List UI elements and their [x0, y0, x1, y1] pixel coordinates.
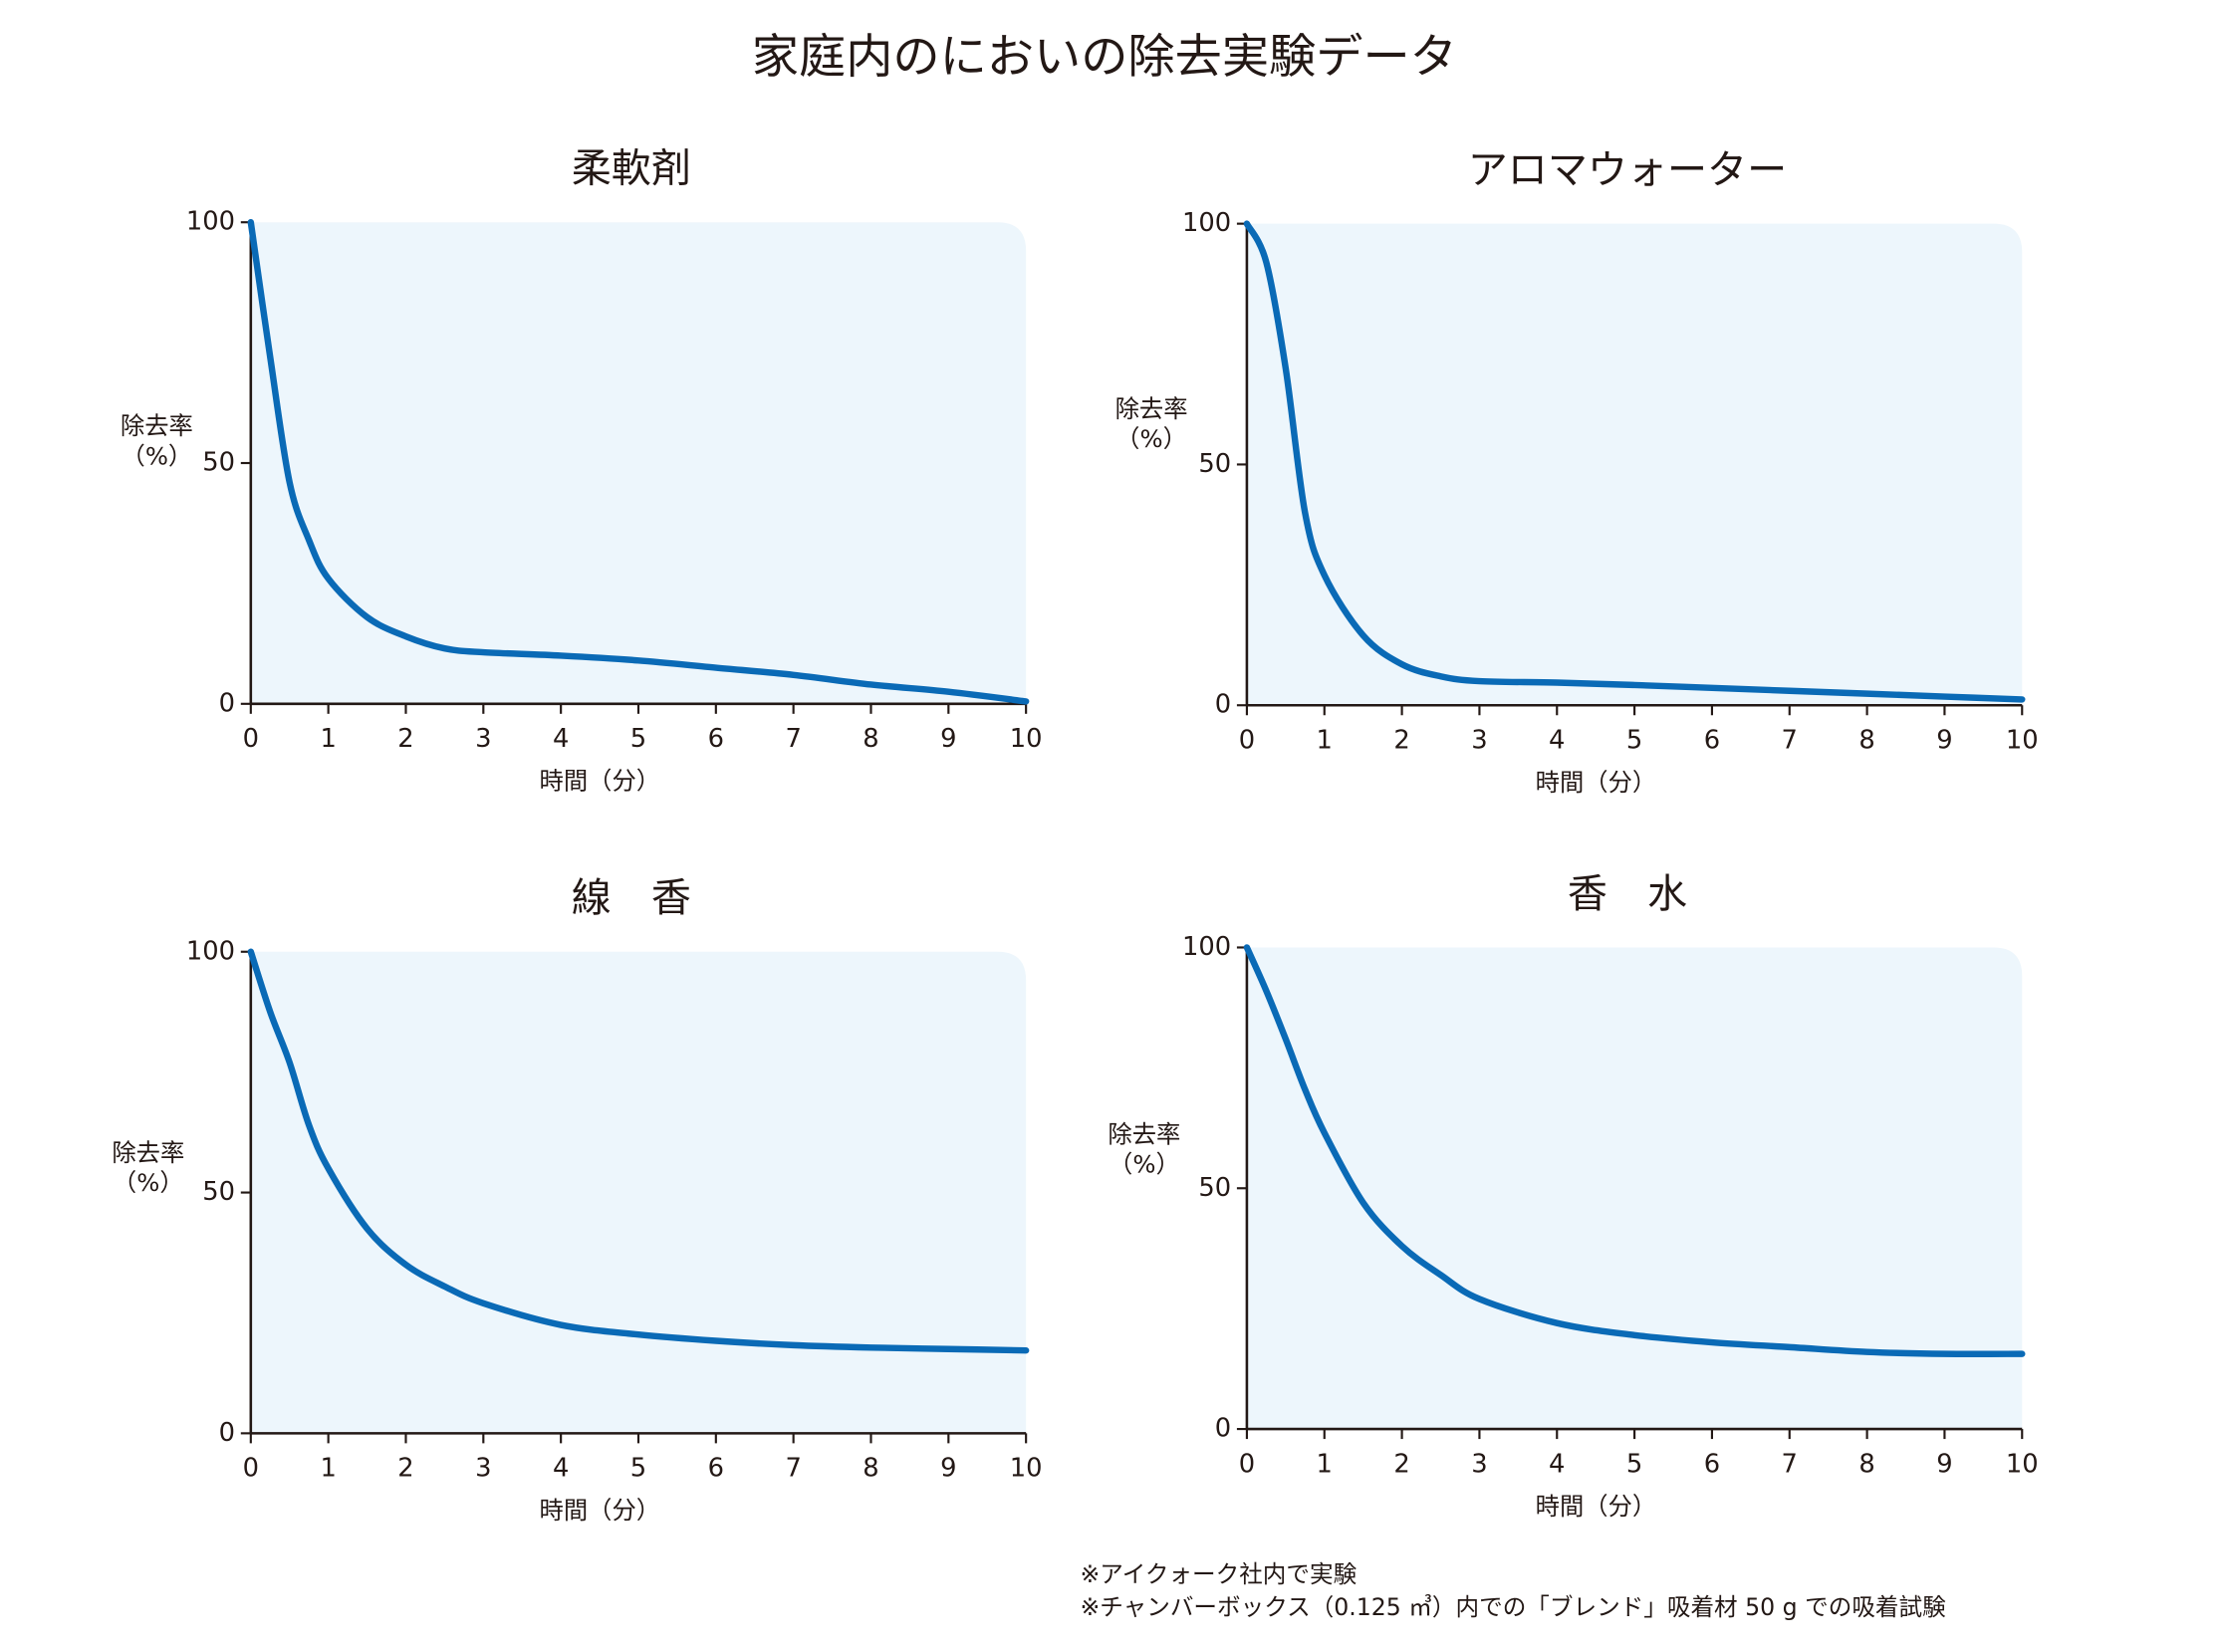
x-tick-label: 8 [863, 1454, 878, 1484]
x-tick-label: 5 [1626, 1449, 1642, 1479]
y-tick-label: 0 [1215, 690, 1231, 720]
y-axis-label: 除去率 [1115, 394, 1188, 423]
chart-title: 柔軟剤 [572, 146, 691, 192]
plot-area [1246, 223, 2023, 706]
y-axis-label: （%） [122, 441, 193, 470]
page-title: 家庭内のにおいの除去実験データ [752, 30, 1457, 85]
x-tick-label: 5 [1626, 726, 1642, 756]
note: ※チャンバーボックス（0.125 ㎥）内での「ブレンド」吸着材 50 g での吸… [1081, 1593, 1947, 1621]
x-tick-label: 3 [475, 724, 491, 754]
x-tick-label: 2 [397, 724, 413, 754]
y-tick-label: 100 [186, 207, 235, 237]
x-axis-label: 時間（分） [540, 1496, 661, 1525]
x-tick-label: 10 [1010, 1454, 1043, 1484]
x-tick-label: 3 [1471, 726, 1487, 756]
chart-title: 香 水 [1568, 871, 1687, 917]
line [1243, 220, 2026, 703]
x-tick-label: 1 [1317, 1449, 1333, 1479]
plot-area [250, 222, 1027, 704]
y-tick-label: 100 [1182, 208, 1231, 238]
x-tick-label: 5 [630, 724, 646, 754]
y-tick-label: 50 [1198, 449, 1231, 479]
x-tick-label: 7 [1782, 1449, 1798, 1479]
x-tick-label: 7 [1782, 726, 1798, 756]
y-tick-label: 50 [202, 448, 235, 478]
x-tick-label: 10 [2006, 726, 2039, 756]
chart-title: アロマウォーター [1468, 147, 1787, 193]
y-axis-label: （%） [113, 1168, 184, 1197]
plot-area [250, 951, 1027, 1434]
x-tick-label: 6 [708, 1454, 724, 1484]
x-axis-label: 時間（分） [540, 767, 661, 796]
x-tick-label: 4 [1549, 1449, 1565, 1479]
plot-area [1246, 947, 2023, 1430]
x-tick-label: 2 [1393, 1449, 1409, 1479]
line [247, 218, 1030, 705]
y-tick-label: 0 [219, 1418, 235, 1448]
line [1243, 944, 2026, 1357]
x-tick-label: 9 [1936, 726, 1952, 756]
x-tick-label: 2 [397, 1454, 413, 1484]
line [247, 948, 1030, 1354]
x-tick-label: 0 [243, 724, 259, 754]
x-tick-label: 4 [553, 724, 569, 754]
x-tick-label: 7 [785, 724, 801, 754]
y-axis-label: （%） [1109, 1149, 1180, 1178]
x-axis-label: 時間（分） [1536, 768, 1657, 797]
x-tick-label: 0 [243, 1454, 259, 1484]
x-tick-label: 6 [1704, 1449, 1720, 1479]
x-tick-label: 9 [940, 724, 956, 754]
x-tick-label: 3 [475, 1454, 491, 1484]
x-tick-label: 6 [1704, 726, 1720, 756]
y-tick-label: 100 [186, 936, 235, 966]
y-tick-label: 50 [202, 1177, 235, 1207]
x-tick-label: 8 [1858, 1449, 1874, 1479]
x-tick-label: 1 [320, 1454, 336, 1484]
y-axis-label: （%） [1115, 424, 1187, 453]
y-tick-label: 0 [219, 688, 235, 718]
x-tick-label: 10 [1010, 724, 1043, 754]
x-tick-label: 6 [708, 724, 724, 754]
x-tick-label: 9 [940, 1454, 956, 1484]
y-tick-label: 50 [1198, 1173, 1231, 1203]
x-tick-label: 4 [1549, 726, 1565, 756]
x-tick-label: 7 [785, 1454, 801, 1484]
y-tick-label: 0 [1215, 1414, 1231, 1444]
x-axis-label: 時間（分） [1536, 1492, 1657, 1521]
x-tick-label: 3 [1471, 1449, 1487, 1479]
x-tick-label: 0 [1239, 726, 1255, 756]
y-axis-label: 除去率 [1108, 1119, 1180, 1148]
x-tick-label: 10 [2006, 1449, 2039, 1479]
x-tick-label: 8 [863, 724, 878, 754]
y-tick-label: 100 [1182, 932, 1231, 962]
x-tick-label: 9 [1936, 1449, 1952, 1479]
x-tick-label: 2 [1393, 726, 1409, 756]
x-tick-label: 1 [320, 724, 336, 754]
x-tick-label: 5 [630, 1454, 646, 1484]
x-tick-label: 4 [553, 1454, 569, 1484]
note: ※アイクォーク社内で実験 [1081, 1560, 1358, 1588]
x-tick-label: 8 [1858, 726, 1874, 756]
x-tick-label: 0 [1239, 1449, 1255, 1479]
y-axis-label: 除去率 [112, 1138, 184, 1167]
x-tick-label: 1 [1317, 726, 1333, 756]
chart-title: 線 香 [572, 875, 691, 921]
y-axis-label: 除去率 [121, 411, 193, 440]
